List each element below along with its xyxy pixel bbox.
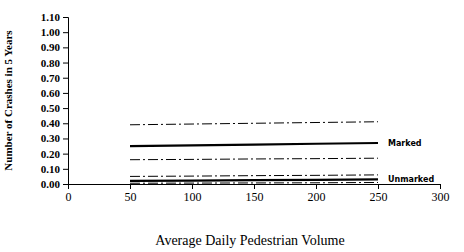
y-tick: 0.00	[41, 178, 68, 190]
y-tick: 0.40	[41, 117, 68, 129]
x-tick-mark	[378, 184, 379, 189]
y-tick-label: 0.10	[41, 163, 61, 175]
y-axis-title: Number of Crashes in 5 Years	[2, 30, 14, 171]
y-tick-mark	[63, 123, 68, 124]
y-tick-label: 0.90	[41, 41, 61, 53]
x-tick: 200	[308, 184, 326, 204]
series-line	[130, 175, 378, 177]
y-tick: 0.90	[41, 41, 68, 53]
y-tick: 0.30	[41, 132, 68, 144]
y-tick-mark	[63, 169, 68, 170]
y-tick-label: 0.30	[41, 132, 61, 144]
series-line	[130, 179, 378, 181]
x-tick-label: 0	[66, 190, 72, 204]
y-tick-mark	[63, 47, 68, 48]
y-tick-mark	[63, 93, 68, 94]
x-tick-mark	[192, 184, 193, 189]
x-axis-line	[69, 185, 441, 190]
x-axis: 0 50 100 150 200 250 300	[66, 184, 450, 204]
lines	[130, 122, 378, 183]
x-tick: 250	[370, 184, 388, 204]
y-tick-mark	[63, 138, 68, 139]
y-tick-label: 0.00	[41, 178, 61, 190]
y-tick-label: 1.10	[41, 11, 61, 23]
y-tick-label: 0.80	[41, 57, 61, 69]
y-tick: 1.10	[41, 11, 68, 23]
y-tick: 0.70	[41, 72, 68, 84]
x-tick-label: 250	[370, 190, 388, 204]
x-tick: 0	[66, 184, 72, 204]
y-tick: 0.50	[41, 102, 68, 114]
y-tick: 0.10	[41, 163, 68, 175]
series-label: Marked	[388, 139, 422, 148]
x-tick: 100	[184, 184, 202, 204]
series-line	[130, 122, 378, 125]
y-tick: 1.00	[41, 26, 68, 38]
series-label: Unmarked	[388, 175, 434, 184]
x-tick-mark	[316, 184, 317, 189]
series-line	[130, 143, 378, 146]
y-tick-mark	[63, 63, 68, 64]
y-tick-label: 0.20	[41, 148, 61, 160]
series-line	[130, 182, 378, 184]
y-tick-label: 0.40	[41, 117, 61, 129]
y-tick-label: 0.60	[41, 87, 61, 99]
x-tick-label: 200	[308, 190, 326, 204]
series-line	[130, 158, 378, 160]
x-tick-mark	[130, 184, 131, 189]
x-tick-label: 300	[432, 190, 450, 204]
y-tick-mark	[63, 78, 68, 79]
x-tick: 50	[125, 184, 137, 204]
chart: 0501001502002503000.000.100.200.300.400.…	[0, 0, 464, 252]
y-tick: 0.60	[41, 87, 68, 99]
y-tick-label: 1.00	[41, 26, 61, 38]
x-tick-mark	[440, 184, 441, 189]
y-tick: 0.80	[41, 57, 68, 69]
x-tick-mark	[254, 184, 255, 189]
y-tick-mark	[63, 17, 68, 18]
y-tick-mark	[63, 32, 68, 33]
x-tick-label: 150	[246, 190, 264, 204]
x-tick: 150	[246, 184, 264, 204]
y-axis: 0.00 0.10 0.20 0.30 0.40 0.50 0.60 0.70 0.80 0.90…	[41, 11, 69, 190]
x-tick-label: 100	[184, 190, 202, 204]
y-tick-mark	[63, 154, 68, 155]
y-tick-label: 0.50	[41, 102, 61, 114]
y-tick-mark	[63, 184, 68, 185]
y-tick: 0.20	[41, 148, 68, 160]
x-tick: 300	[432, 184, 450, 204]
y-tick-mark	[63, 108, 68, 109]
y-tick-label: 0.70	[41, 72, 61, 84]
y-axis-line	[63, 18, 69, 185]
x-tick-label: 50	[125, 190, 137, 204]
x-axis-title: Average Daily Pedestrian Volume	[155, 233, 344, 248]
